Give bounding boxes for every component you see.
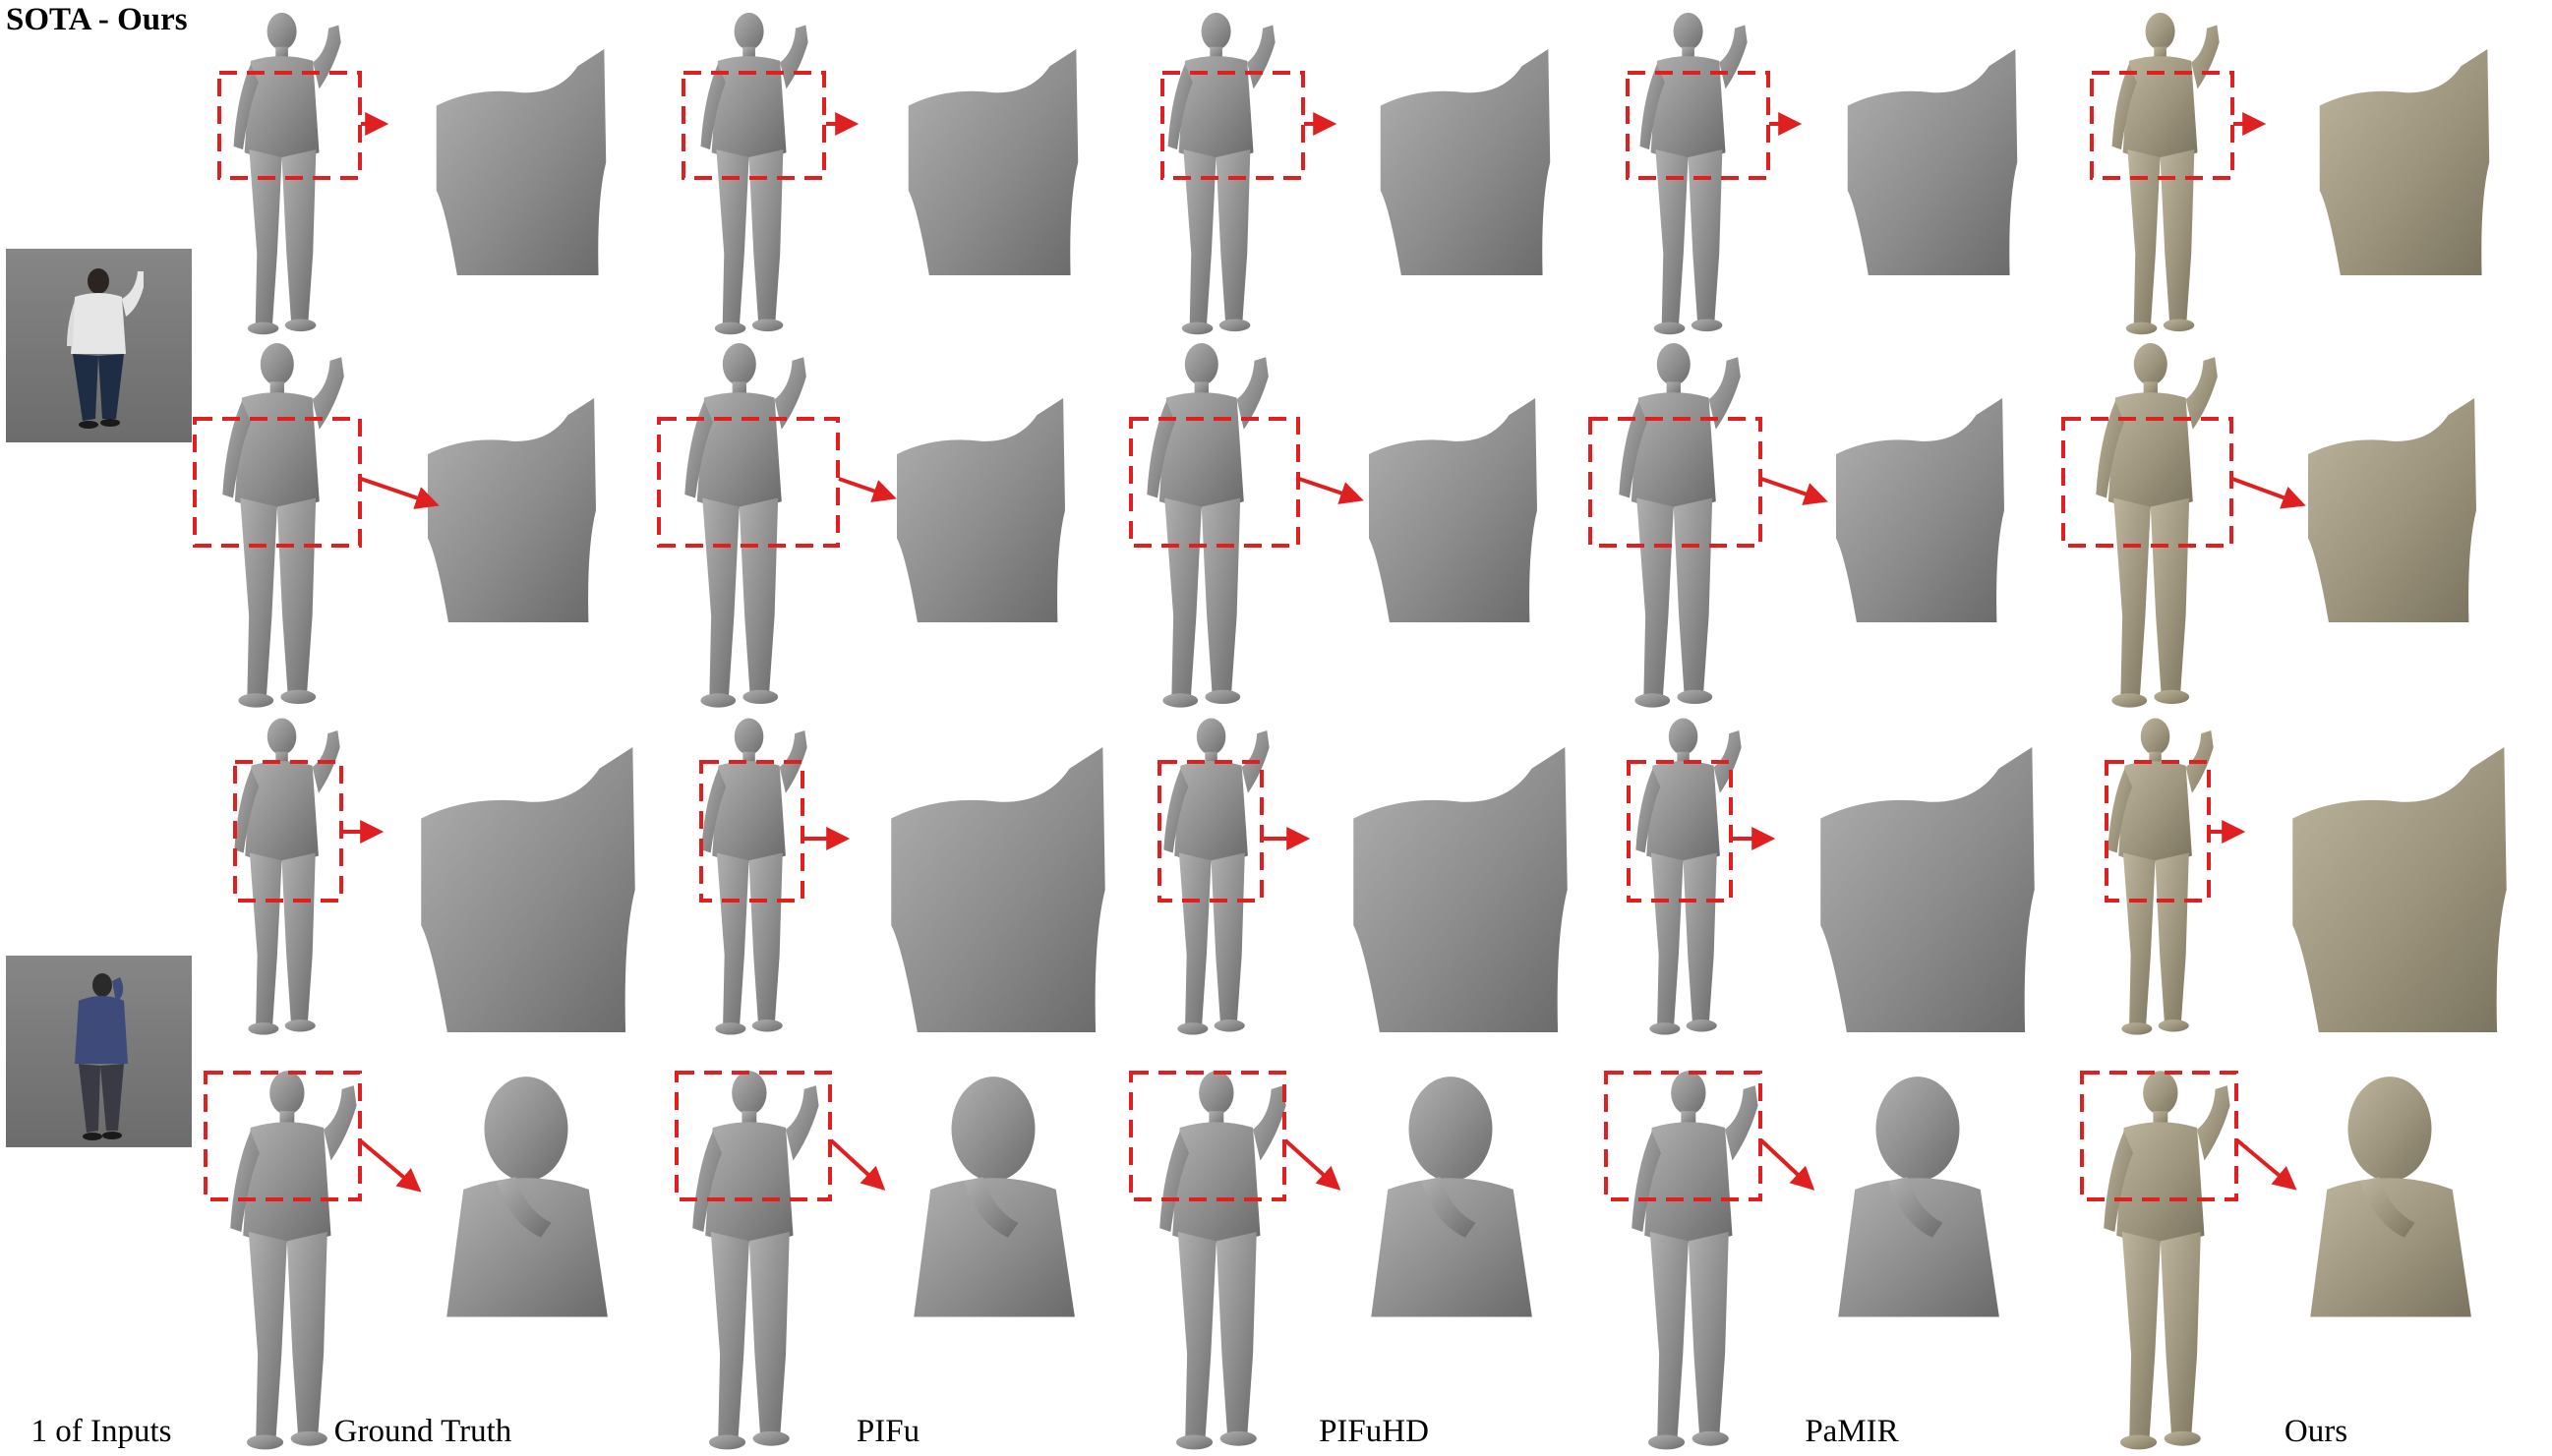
mesh-ours-row2 bbox=[2096, 342, 2218, 708]
highlight-box bbox=[1129, 417, 1300, 548]
highlight-box bbox=[2090, 71, 2234, 180]
column-label-ground-truth: Ground Truth bbox=[333, 1414, 512, 1449]
mesh-pamir-row3 bbox=[1635, 718, 1742, 1035]
highlight-box bbox=[2080, 1071, 2238, 1201]
mesh-ours-row1 bbox=[2111, 12, 2220, 335]
mesh-gt-row4 bbox=[230, 1071, 357, 1450]
zoom-ours-row1 bbox=[2319, 49, 2490, 275]
highlight-box bbox=[1626, 71, 1770, 180]
column-label-pamir: PaMIR bbox=[1805, 1414, 1899, 1449]
arrow bbox=[358, 1138, 422, 1193]
highlight-box bbox=[682, 71, 826, 180]
zoom-ours-row2 bbox=[2308, 398, 2476, 622]
highlight-box bbox=[675, 1071, 832, 1201]
column-ground-truth bbox=[222, 12, 635, 1450]
zoom-pifuhd-row1 bbox=[1380, 49, 1551, 275]
arrow bbox=[360, 477, 440, 509]
highlight-box bbox=[193, 417, 362, 548]
zoom-pifuhd-row2 bbox=[1369, 398, 1537, 622]
highlight-box bbox=[233, 760, 343, 903]
zoom-pamir-row2 bbox=[1836, 398, 2004, 622]
inputs-label: 1 of Inputs bbox=[30, 1414, 172, 1449]
mesh-gt-row2 bbox=[222, 342, 344, 708]
highlight-box bbox=[1160, 71, 1305, 180]
arrow bbox=[1298, 477, 1364, 504]
zoom-pamir-row3 bbox=[1820, 747, 2035, 1032]
figure-title: SOTA - Ours bbox=[6, 2, 188, 37]
zoom-gt-row2 bbox=[428, 398, 596, 622]
column-label-ours: Ours bbox=[2284, 1414, 2348, 1449]
mesh-ours-row3 bbox=[2107, 718, 2214, 1035]
input-photo-2 bbox=[6, 956, 192, 1147]
zoom-pifu-row1 bbox=[908, 49, 1079, 275]
zoom-pamir-row1 bbox=[1847, 49, 2018, 275]
zoom-pamir-row4 bbox=[1838, 1077, 1999, 1317]
highlight-box bbox=[699, 760, 804, 903]
zoom-gt-row3 bbox=[421, 747, 635, 1032]
mesh-pifuhd-row4 bbox=[1159, 1071, 1286, 1450]
mesh-gt-row3 bbox=[234, 718, 340, 1035]
zoom-pifu-row4 bbox=[914, 1077, 1075, 1317]
zoom-ours-row3 bbox=[2292, 747, 2507, 1032]
mesh-pifu-row2 bbox=[684, 342, 806, 708]
highlight-box bbox=[2061, 417, 2233, 548]
highlight-arrows bbox=[342, 112, 2306, 1193]
zoom-pifuhd-row3 bbox=[1353, 747, 1568, 1032]
column-ours bbox=[2096, 12, 2507, 1450]
zoom-gt-row4 bbox=[446, 1077, 608, 1317]
highlight-box bbox=[204, 1071, 362, 1201]
mesh-pifu-row4 bbox=[692, 1071, 819, 1450]
highlight-box bbox=[217, 71, 362, 180]
highlight-box bbox=[1588, 417, 1762, 548]
column-label-pifuhd: PIFuHD bbox=[1319, 1414, 1429, 1449]
arrow bbox=[829, 1138, 886, 1191]
mesh-pifu-row3 bbox=[701, 718, 807, 1035]
mesh-pamir-row1 bbox=[1639, 12, 1748, 335]
input-photo-1 bbox=[6, 249, 192, 442]
zoom-pifu-row3 bbox=[891, 747, 1105, 1032]
arrow bbox=[2235, 1138, 2297, 1191]
mesh-pifuhd-row1 bbox=[1167, 12, 1276, 335]
highlight-boxes bbox=[193, 71, 2238, 1201]
zoom-pifuhd-row4 bbox=[1371, 1077, 1532, 1317]
column-pifu bbox=[684, 12, 1105, 1450]
highlight-box bbox=[1604, 1071, 1762, 1201]
arrow bbox=[1760, 477, 1828, 505]
mesh-pamir-row4 bbox=[1632, 1071, 1758, 1450]
arrow bbox=[1759, 1138, 1815, 1191]
mesh-pamir-row2 bbox=[1619, 342, 1741, 708]
zoom-pifu-row2 bbox=[897, 398, 1065, 622]
mesh-pifuhd-row3 bbox=[1163, 718, 1270, 1035]
arrow bbox=[2231, 477, 2306, 509]
highlight-box bbox=[2105, 760, 2211, 903]
column-pamir bbox=[1619, 12, 2035, 1450]
mesh-pifuhd-row2 bbox=[1147, 342, 1269, 708]
highlight-box bbox=[657, 417, 840, 548]
mesh-pifu-row1 bbox=[700, 12, 808, 335]
highlight-box bbox=[1157, 760, 1264, 903]
zoom-gt-row1 bbox=[436, 49, 607, 275]
mesh-ours-row4 bbox=[2104, 1071, 2230, 1450]
zoom-ours-row4 bbox=[2310, 1077, 2471, 1317]
arrow bbox=[1283, 1138, 1341, 1191]
column-pifuhd bbox=[1147, 12, 1568, 1450]
arrow bbox=[838, 477, 897, 502]
column-label-pifu: PIFu bbox=[856, 1414, 920, 1449]
mesh-gt-row1 bbox=[233, 12, 341, 335]
highlight-box bbox=[1627, 760, 1733, 903]
highlight-box bbox=[1129, 1071, 1286, 1201]
